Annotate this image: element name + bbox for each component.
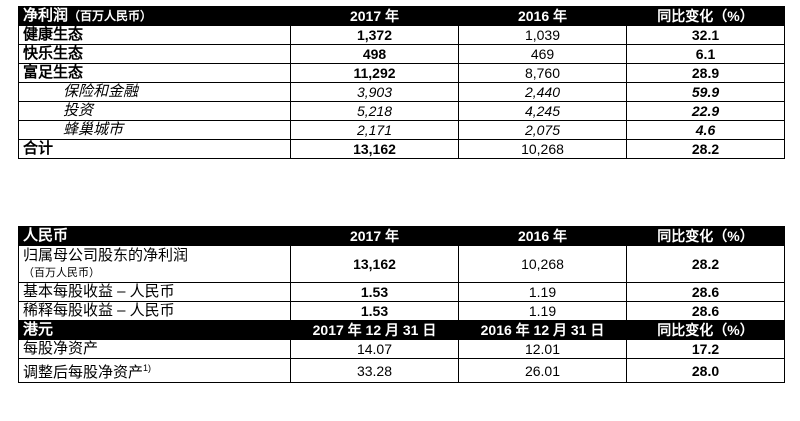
row-label: 基本每股收益 – 人民币 [18,282,291,302]
value-change: 22.9 [626,101,785,121]
value-2017: 1,372 [290,25,459,45]
table-header-row: 人民币 2017 年 2016 年 同比变化（%） [18,226,785,246]
table-row: 投资 5,218 4,245 22.9 [18,101,785,121]
value-2016: 2,440 [458,82,627,102]
table-row: 蜂巢城市 2,171 2,075 4.6 [18,120,785,140]
table-row: 稀释每股收益 – 人民币 1.53 1.19 28.6 [18,301,785,321]
value-change: 4.6 [626,120,785,140]
table-row: 归属母公司股东的净利润 （百万人民币） 13,162 10,268 28.2 [18,245,785,283]
value-change: 32.1 [626,25,785,45]
value-2017: 1.53 [290,282,459,302]
row-label: 蜂巢城市 [18,120,291,140]
header-label: 净利润 [23,7,69,25]
net-profit-table: 净利润（百万人民币） 2017 年 2016 年 同比变化（%） 健康生态 1,… [18,6,785,159]
header-date-2016: 2016 年 12 月 31 日 [458,320,627,340]
value-change: 28.6 [626,301,785,321]
value-2016: 12.01 [458,339,627,359]
value-2016: 1,039 [458,25,627,45]
row-label: 快乐生态 [18,44,291,64]
value-2017: 13,162 [290,245,459,283]
header-hkd: 港元 [18,320,291,340]
table-row: 每股净资产 14.07 12.01 17.2 [18,339,785,359]
value-change: 17.2 [626,339,785,359]
value-change: 28.9 [626,63,785,83]
value-change: 28.2 [626,139,785,159]
row-label: 调整后每股净资产1) [18,358,291,383]
header-unit: （百万人民币） [68,9,153,23]
value-2016: 4,245 [458,101,627,121]
header-date-2017: 2017 年 12 月 31 日 [290,320,459,340]
value-2016: 8,760 [458,63,627,83]
value-2017: 13,162 [290,139,459,159]
value-2017: 14.07 [290,339,459,359]
value-2016: 2,075 [458,120,627,140]
header-2017: 2017 年 [290,6,459,26]
value-2016: 1.19 [458,282,627,302]
table-row: 基本每股收益 – 人民币 1.53 1.19 28.6 [18,282,785,302]
value-2016: 10,268 [458,245,627,283]
value-change: 59.9 [626,82,785,102]
row-label-main: 归属母公司股东的净利润 [23,246,189,264]
value-2017: 1.53 [290,301,459,321]
per-share-table: 人民币 2017 年 2016 年 同比变化（%） 归属母公司股东的净利润 （百万… [18,226,785,383]
row-label-unit: （百万人民币） [23,266,100,279]
value-2017: 498 [290,44,459,64]
value-2017: 5,218 [290,101,459,121]
row-label: 每股净资产 [18,339,291,359]
header-2017: 2017 年 [290,226,459,246]
table-header-row-hkd: 港元 2017 年 12 月 31 日 2016 年 12 月 31 日 同比变… [18,320,785,340]
header-change: 同比变化（%） [626,226,785,246]
row-label: 归属母公司股东的净利润 （百万人民币） [18,245,291,283]
table-row: 调整后每股净资产1) 33.28 26.01 28.0 [18,358,785,383]
table-row: 富足生态 11,292 8,760 28.9 [18,63,785,83]
value-2017: 3,903 [290,82,459,102]
row-label: 保险和金融 [18,82,291,102]
table-row: 快乐生态 498 469 6.1 [18,44,785,64]
value-change: 28.0 [626,358,785,383]
row-label: 合计 [18,139,291,159]
header-rmb: 人民币 [18,226,291,246]
value-2016: 10,268 [458,139,627,159]
value-change: 28.2 [626,245,785,283]
value-2016: 469 [458,44,627,64]
row-label-main: 调整后每股净资产 [23,364,144,381]
footnote-marker: 1) [143,363,152,373]
header-net-profit: 净利润（百万人民币） [18,6,291,26]
value-change: 6.1 [626,44,785,64]
header-change: 同比变化（%） [626,6,785,26]
row-label: 富足生态 [18,63,291,83]
header-change: 同比变化（%） [626,320,785,340]
value-2017: 2,171 [290,120,459,140]
value-2017: 11,292 [290,63,459,83]
value-change: 28.6 [626,282,785,302]
value-2017: 33.28 [290,358,459,383]
table-header-row: 净利润（百万人民币） 2017 年 2016 年 同比变化（%） [18,6,785,26]
table-row: 保险和金融 3,903 2,440 59.9 [18,82,785,102]
header-2016: 2016 年 [458,6,627,26]
row-label: 健康生态 [18,25,291,45]
value-2016: 1.19 [458,301,627,321]
table-row-total: 合计 13,162 10,268 28.2 [18,139,785,159]
row-label: 稀释每股收益 – 人民币 [18,301,291,321]
table-row: 健康生态 1,372 1,039 32.1 [18,25,785,45]
header-2016: 2016 年 [458,226,627,246]
value-2016: 26.01 [458,358,627,383]
row-label: 投资 [18,101,291,121]
